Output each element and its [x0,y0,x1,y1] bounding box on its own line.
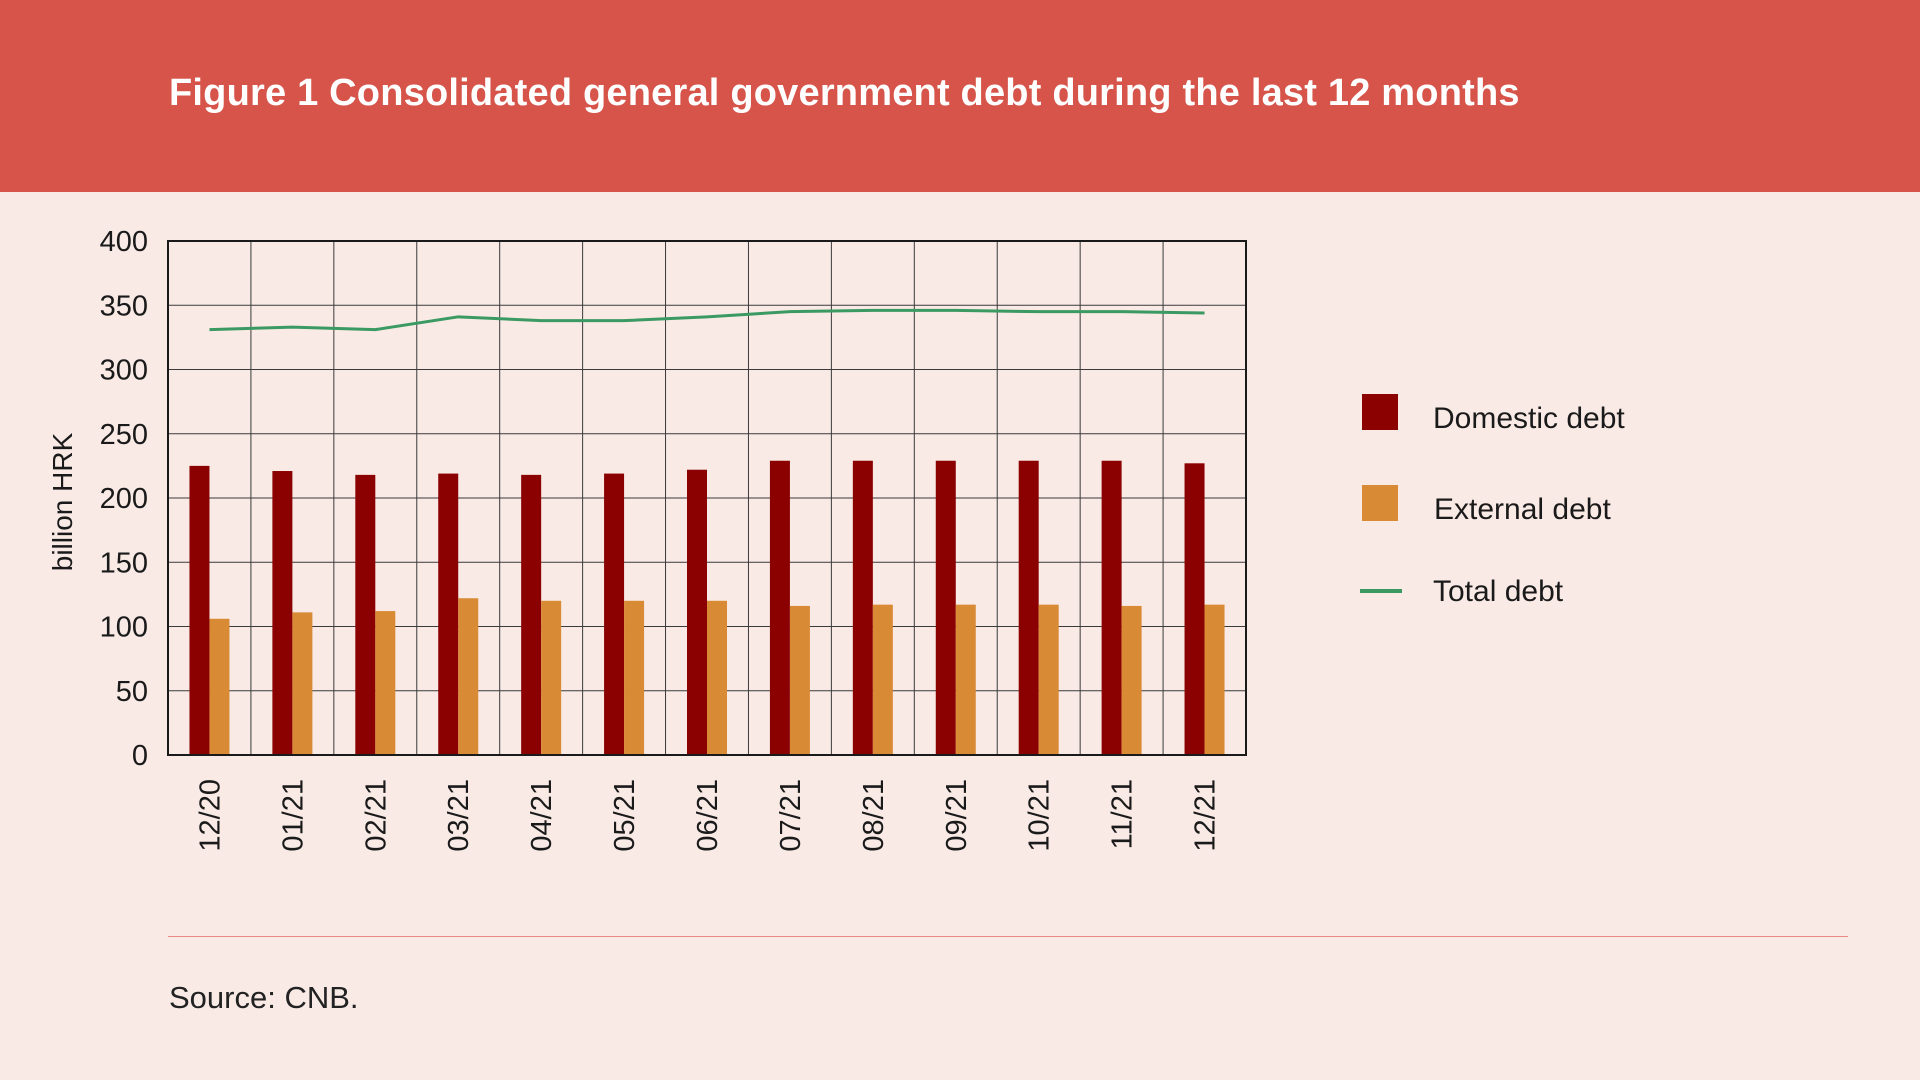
y-tick-label: 100 [100,612,148,644]
bar-external-debt [1204,604,1225,755]
bar-external-debt [624,600,645,755]
bar-external-debt [292,612,313,755]
y-tick-label: 400 [100,226,148,258]
bar-external-debt [789,605,810,755]
bar-domestic-debt [769,460,790,755]
bar-domestic-debt [189,465,210,755]
bar-domestic-debt [1018,460,1039,755]
x-tick-label: 08/21 [858,779,890,852]
x-tick-label: 09/21 [941,779,973,852]
legend-swatch-external-debt [1362,485,1398,521]
bar-domestic-debt [852,460,873,755]
bar-external-debt [1038,604,1059,755]
x-tick-label: 04/21 [526,779,558,852]
x-tick-label: 12/20 [194,779,226,852]
bar-domestic-debt [1184,463,1205,755]
bar-external-debt [375,611,396,755]
bar-external-debt [955,604,976,755]
y-tick-label: 150 [100,547,148,579]
bar-external-debt [1121,605,1142,755]
x-tick-label: 01/21 [277,779,309,852]
x-tick-label: 05/21 [609,779,641,852]
bar-external-debt [458,598,479,755]
legend-swatch-domestic-debt [1362,394,1398,430]
bar-domestic-debt [521,474,542,755]
bar-domestic-debt [355,474,376,755]
legend-label-external-debt: External debt [1434,493,1611,526]
total-debt-line [209,308,1205,332]
plot-frame [167,240,1247,756]
bar-external-debt [209,618,230,755]
x-tick-label: 10/21 [1024,779,1056,852]
footer-divider [168,936,1848,937]
bar-external-debt [707,600,727,755]
y-tick-label: 350 [100,290,148,322]
y-tick-label: 0 [132,740,148,772]
legend-label-domestic-debt: Domestic debt [1433,402,1625,435]
bar-domestic-debt [604,473,625,755]
x-tick-label: 02/21 [360,779,392,852]
legend: Domestic debt External debt Total debt [1360,394,1625,608]
source-note: Source: CNB. [169,980,359,1015]
x-tick-label: 12/21 [1190,779,1222,852]
y-tick-label: 200 [100,483,148,515]
bar-domestic-debt [438,473,459,755]
bar-external-debt [541,600,562,755]
x-tick-label: 06/21 [692,779,724,852]
bar-external-debt [872,604,893,755]
total-debt-line-group [209,308,1205,332]
bar-domestic-debt [687,469,707,755]
chart-title: Figure 1 Consolidated general government… [169,72,1520,114]
y-tick-label: 300 [100,355,148,387]
bar-domestic-debt [1101,460,1122,755]
bars [189,460,1225,755]
bar-domestic-debt [935,460,956,755]
y-axis-title: billion HRK [47,432,78,571]
y-tick-labels: 0 50 100 150 200 250 300 350 400 [100,226,148,772]
x-tick-label: 03/21 [443,779,475,852]
plot-border [167,240,1247,756]
y-tick-label: 50 [116,676,148,708]
legend-label-total-debt: Total debt [1433,575,1564,608]
bar-domestic-debt [272,471,293,755]
x-tick-label: 11/21 [1107,779,1139,849]
y-tick-label: 250 [100,419,148,451]
x-tick-label: 07/21 [775,779,807,852]
chart-header: Figure 1 Consolidated general government… [0,0,1920,192]
x-tick-labels: 12/20 01/21 02/21 03/21 04/21 05/21 06/21 07/21… [194,779,1221,852]
